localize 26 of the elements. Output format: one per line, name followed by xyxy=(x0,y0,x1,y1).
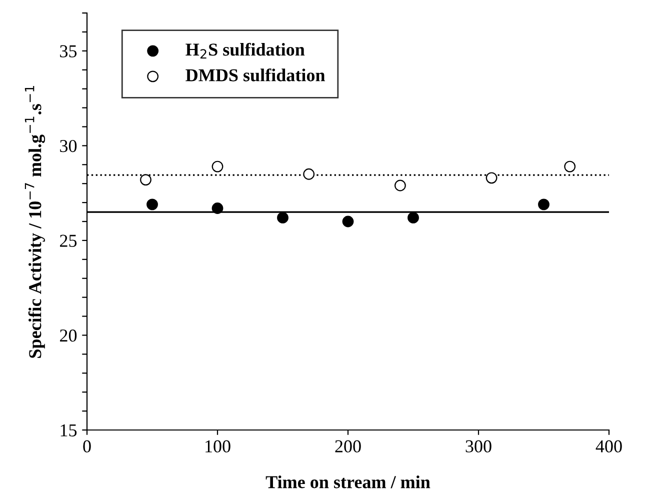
point xyxy=(538,198,550,210)
point xyxy=(212,202,224,214)
point xyxy=(394,180,406,192)
point xyxy=(277,212,288,224)
legend-label: H$_{2}$S sulfidation xyxy=(186,42,305,58)
point xyxy=(212,160,224,172)
point xyxy=(564,160,576,172)
y-tick-label: 25 xyxy=(60,234,77,247)
y-axis-title: Specific Activity / 10$^{−7}$ mol.g$^{−1}$.s$^{−1}$ xyxy=(24,86,46,358)
legend-label: DMDS sulfidation xyxy=(186,68,326,82)
x-tick-label: 200 xyxy=(335,440,361,452)
point xyxy=(408,212,419,224)
x-tick-label: 100 xyxy=(206,440,230,452)
x-tick-label: 400 xyxy=(596,440,622,452)
y-tick-label: 15 xyxy=(60,424,77,436)
y-tick-label: 35 xyxy=(60,45,77,58)
point xyxy=(303,168,315,180)
x-tick-label: 0 xyxy=(83,440,91,452)
x-axis-title: Time on stream / min xyxy=(266,476,430,488)
y-tick-label: 30 xyxy=(60,140,77,152)
x-tick-label: 300 xyxy=(466,440,492,452)
y-tick-label: 20 xyxy=(60,329,77,342)
point xyxy=(486,172,498,184)
point xyxy=(342,216,354,228)
point xyxy=(140,174,152,186)
point xyxy=(146,198,158,210)
